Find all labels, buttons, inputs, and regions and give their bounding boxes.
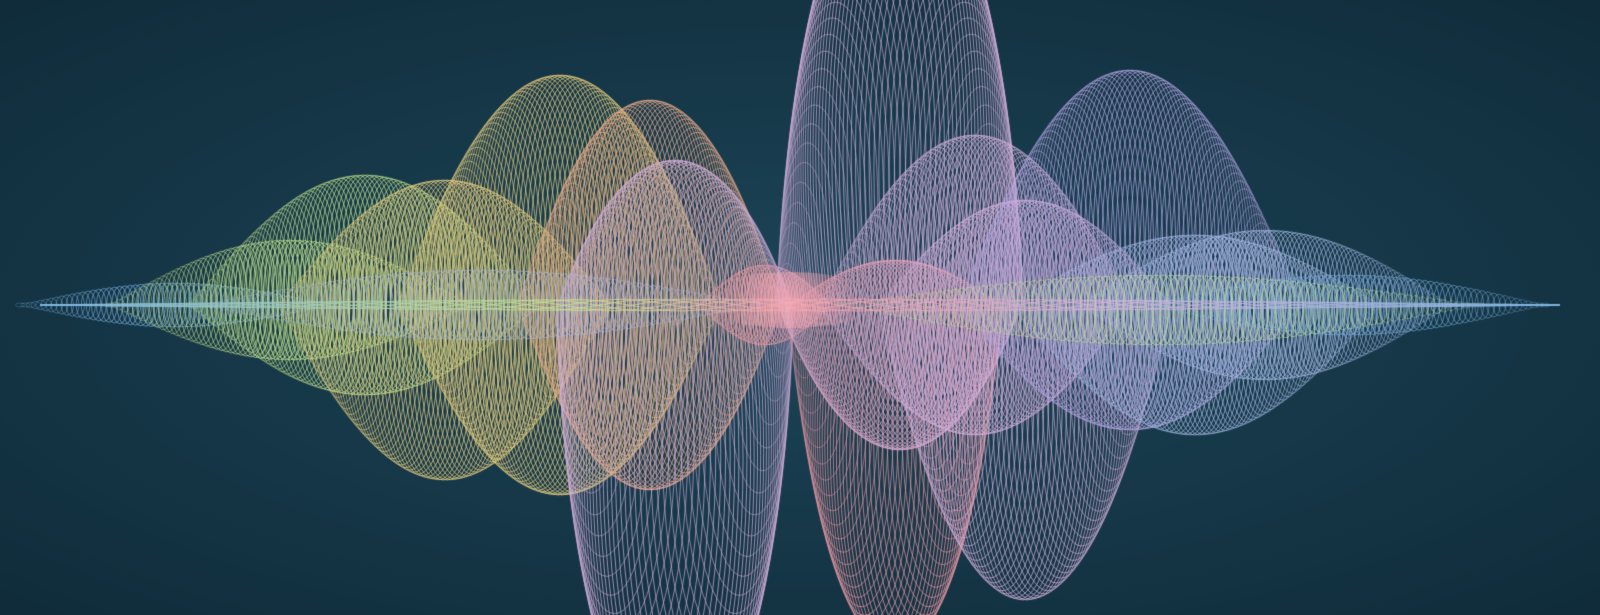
sound-wave-illustration: dreamstime [0, 0, 1600, 615]
wave-rings [0, 0, 1600, 615]
